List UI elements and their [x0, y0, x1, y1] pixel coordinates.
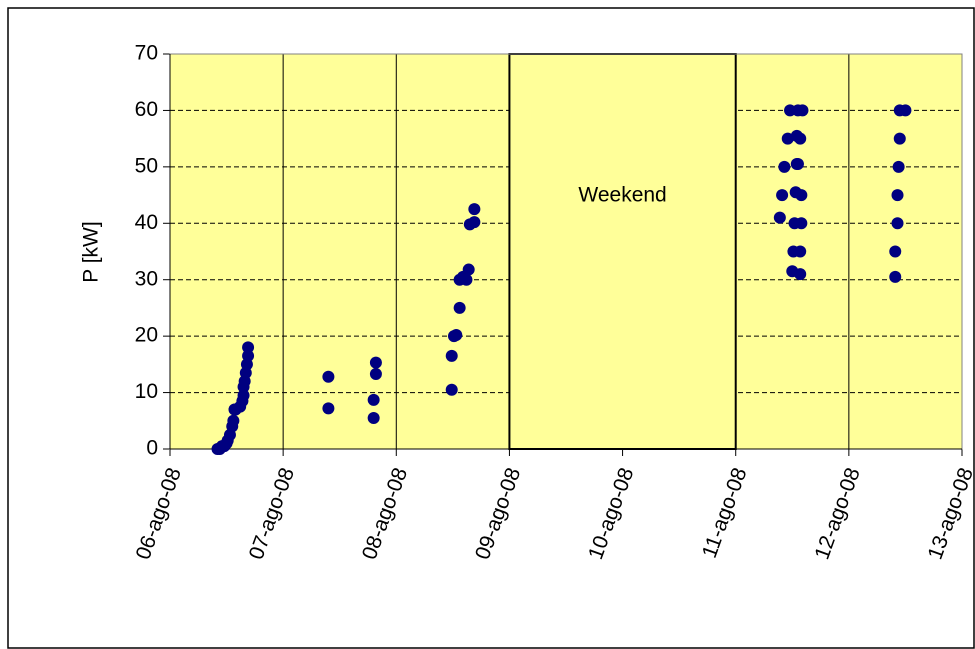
point [237, 389, 250, 402]
y-tick-label: 60 [135, 98, 158, 121]
weekend-label: Weekend [578, 184, 666, 207]
y-tick-label: 30 [135, 267, 158, 290]
point [369, 356, 382, 369]
point [468, 203, 481, 216]
point [899, 104, 912, 117]
y-tick-label: 40 [135, 211, 158, 234]
point [242, 349, 255, 362]
point [453, 301, 466, 314]
y-axis-label: P [kW] [80, 221, 103, 282]
point [791, 158, 804, 171]
point [367, 411, 380, 424]
point [794, 132, 807, 145]
point [445, 349, 458, 362]
point [322, 402, 335, 415]
point [227, 414, 240, 427]
point [468, 216, 481, 229]
point [893, 132, 906, 145]
y-tick-label: 50 [135, 154, 158, 177]
point [367, 393, 380, 406]
point [778, 160, 791, 173]
point [369, 367, 382, 380]
point [242, 341, 255, 354]
point [773, 211, 786, 224]
point [460, 273, 473, 286]
point [795, 217, 808, 230]
point [322, 370, 335, 383]
point [462, 263, 475, 276]
y-tick-label: 0 [146, 437, 158, 460]
point [776, 189, 789, 202]
point [794, 268, 807, 281]
point [445, 383, 458, 396]
point [450, 329, 463, 342]
y-tick-label: 70 [135, 42, 158, 65]
point [891, 217, 904, 230]
point [889, 270, 902, 283]
point [794, 245, 807, 258]
weekend-box [508, 53, 737, 450]
point [781, 132, 794, 145]
point [889, 245, 902, 258]
point [891, 189, 904, 202]
point [795, 189, 808, 202]
point [796, 104, 809, 117]
y-tick-label: 10 [135, 380, 158, 403]
y-tick-label: 20 [135, 324, 158, 347]
point [892, 160, 905, 173]
